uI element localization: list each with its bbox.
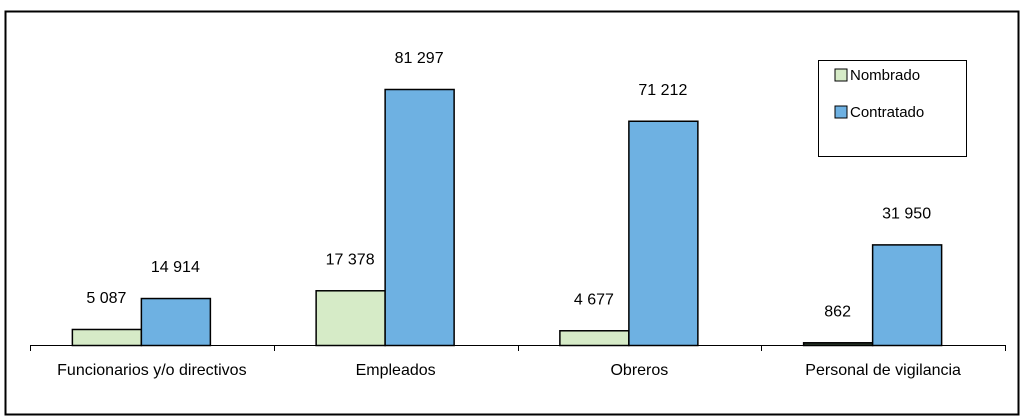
category-label-3: Obreros: [610, 362, 668, 379]
data-label-contratado-1: 14 914: [151, 259, 200, 276]
category-label-1: Funcionarios y/o directivos: [57, 362, 246, 379]
x-axis-ticks: [30, 345, 1006, 351]
legend-swatch-contratado: [834, 105, 848, 119]
bar-contratado-1: [140, 297, 212, 347]
legend-swatch-nombrado: [834, 68, 848, 82]
bar-nombrado-3: [559, 330, 630, 347]
bar-contratado-4: [871, 244, 943, 347]
data-label-contratado-3: 71 212: [638, 82, 687, 99]
data-label-contratado-2: 81 297: [395, 50, 444, 67]
data-label-contratado-4: 31 950: [882, 205, 931, 222]
legend-label-contratado: Contratado: [850, 104, 924, 121]
data-label-nombrado-1: 5 087: [86, 290, 126, 307]
data-label-nombrado-2: 17 378: [326, 251, 375, 268]
category-label-2: Empleados: [356, 362, 436, 379]
bar-contratado-2: [384, 88, 455, 347]
data-label-nombrado-3: 4 677: [574, 291, 614, 308]
bar-nombrado-1: [71, 328, 143, 347]
bar-contratado-3: [628, 120, 699, 347]
data-labels: 5 087 14 914 17 378 81 297 4 677 71 212 862 31 …: [86, 50, 931, 320]
data-label-nombrado-4: 862: [824, 303, 851, 320]
category-label-4: Personal de vigilancia: [805, 362, 961, 379]
bar-nombrado-2: [315, 290, 386, 347]
legend: Nombrado Contratado: [818, 60, 967, 157]
category-labels: Funcionarios y/o directivos Empleados Obre…: [57, 362, 961, 379]
legend-label-nombrado: Nombrado: [850, 67, 920, 84]
bars-layer: [71, 88, 943, 347]
